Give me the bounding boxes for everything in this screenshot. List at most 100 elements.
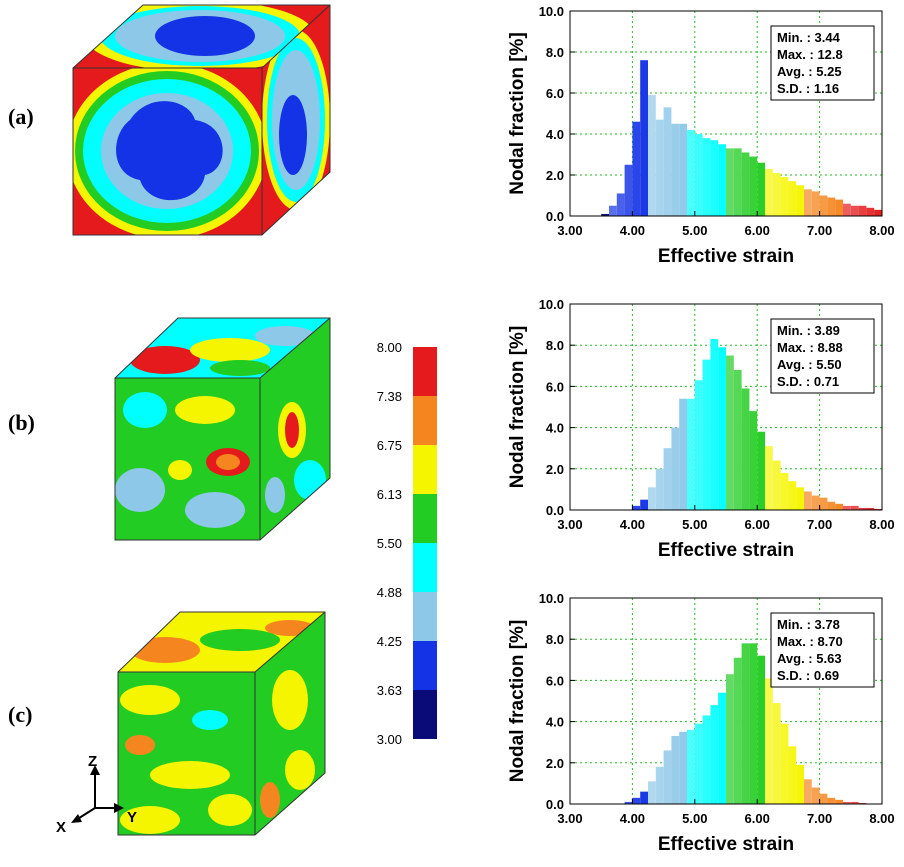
x-tick-label: 5.00	[682, 517, 707, 532]
histogram-bar	[718, 692, 726, 804]
histogram-bar	[663, 448, 672, 510]
histogram-bar	[858, 205, 867, 216]
z-axis-label: Z	[88, 753, 97, 770]
histogram-bar	[757, 431, 765, 510]
histogram-bar	[757, 655, 765, 804]
x-tick-label: 6.00	[745, 811, 770, 826]
strain-contour-cube-a	[72, 4, 331, 236]
histogram-bar	[827, 501, 836, 510]
y-tick-label: 0.0	[546, 503, 564, 518]
colorbar-tick-label: 5.50	[377, 536, 402, 551]
plot-frame	[569, 597, 883, 805]
histogram-b: 3.00 4.00 5.00 6.00 7.00 8.00 0.0 2.0 4.0 6.0 8.0 1…	[507, 297, 895, 561]
colorbar: 8.00 7.38 6.75 6.13 5.50 4.88 4.25 3.63 3.00	[377, 340, 437, 747]
histogram-bar	[710, 705, 719, 804]
histogram-bar	[671, 123, 680, 216]
histogram-bar	[780, 723, 789, 804]
histogram-bar	[835, 799, 843, 804]
colorbar-tick-label: 6.75	[377, 438, 402, 453]
histogram-bar	[765, 168, 773, 216]
histogram-bar	[827, 197, 836, 216]
plot-frame	[569, 10, 883, 217]
histogram-bar	[655, 119, 664, 216]
x-tick-label: 7.00	[807, 811, 832, 826]
x-tick-label: 4.00	[620, 811, 645, 826]
y-tick-label: 8.0	[546, 45, 564, 60]
colorbar-segment	[413, 494, 437, 543]
stats-avg: Avg. : 5.63	[777, 651, 842, 666]
colorbar-tick-label: 4.88	[377, 585, 402, 600]
stats-box	[770, 25, 875, 101]
y-axis-title: Nodal fraction [%]	[507, 326, 528, 489]
histogram-bar	[632, 505, 641, 510]
colorbar-tick-label: 8.00	[377, 340, 402, 355]
histogram-bar	[609, 205, 617, 216]
x-tick-label: 5.00	[682, 811, 707, 826]
histogram-bar	[819, 195, 828, 216]
histogram-bar	[772, 460, 781, 510]
histogram-bar	[843, 505, 851, 510]
y-tick-label: 8.0	[546, 338, 564, 353]
histogram-bar	[843, 801, 851, 804]
histogram-bar	[819, 793, 828, 804]
colorbar-segment	[413, 396, 437, 445]
strain-contour-cube-c	[117, 611, 326, 836]
panel-label-c: (c)	[8, 702, 32, 727]
stats-avg: Avg. : 5.25	[777, 64, 842, 79]
histogram-bar	[702, 359, 711, 510]
x-axis-title: Effective strain	[658, 246, 794, 267]
x-tick-label: 6.00	[745, 223, 770, 238]
histogram-bar	[663, 107, 672, 216]
histogram-bar	[858, 802, 867, 804]
stats-min: Min. : 3.78	[777, 617, 840, 632]
histogram-bar	[679, 398, 687, 510]
y-axis-title: Nodal fraction [%]	[507, 620, 528, 783]
histogram-bar	[616, 193, 625, 216]
histogram-bar	[804, 491, 812, 510]
histogram-bar	[687, 729, 695, 804]
strain-contour-cube-b	[114, 317, 331, 541]
histogram-bar	[780, 472, 789, 510]
histogram-bar	[749, 643, 758, 804]
histogram-bar	[718, 347, 726, 510]
x-axis-title: Effective strain	[658, 834, 794, 855]
colorbar-tick-label: 7.38	[377, 389, 402, 404]
histogram-bar	[796, 764, 804, 804]
histogram-bar	[679, 123, 687, 216]
histogram-bar	[671, 736, 680, 804]
histogram-bar	[655, 766, 664, 804]
stats-sd: S.D. : 1.16	[777, 81, 839, 96]
histogram-bar	[640, 499, 648, 510]
histogram-bar	[835, 199, 843, 216]
histogram-bar	[866, 207, 875, 216]
x-axis-title: Effective strain	[658, 540, 794, 561]
histogram-bar	[632, 121, 641, 216]
histogram-bar	[765, 446, 773, 510]
y-tick-label: 2.0	[546, 756, 564, 771]
histogram-bar	[819, 497, 828, 510]
y-tick-label: 6.0	[546, 86, 564, 101]
histogram-bar	[796, 487, 804, 510]
colorbar-segment	[413, 592, 437, 641]
y-tick-label: 10.0	[539, 297, 564, 312]
stats-min: Min. : 3.44	[777, 30, 841, 45]
panel-label-b: (b)	[8, 410, 35, 435]
x-tick-label: 4.00	[620, 517, 645, 532]
colorbar-segment	[413, 641, 437, 690]
x-tick-label: 7.00	[807, 223, 832, 238]
stats-box	[770, 318, 875, 394]
histogram-bar	[671, 427, 680, 510]
plot-frame	[569, 303, 883, 511]
histogram-bar	[866, 507, 875, 510]
stats-sd: S.D. : 0.69	[777, 668, 839, 683]
histogram-bar	[687, 398, 695, 510]
axis-triad: Z Y X	[56, 753, 137, 836]
histogram-bar	[741, 643, 750, 804]
histogram-bar	[843, 203, 851, 216]
histogram-bar	[694, 380, 703, 510]
x-tick-label: 3.00	[557, 223, 582, 238]
histogram-bar	[694, 134, 703, 216]
histogram-bar	[804, 189, 812, 216]
y-tick-label: 4.0	[546, 715, 564, 730]
